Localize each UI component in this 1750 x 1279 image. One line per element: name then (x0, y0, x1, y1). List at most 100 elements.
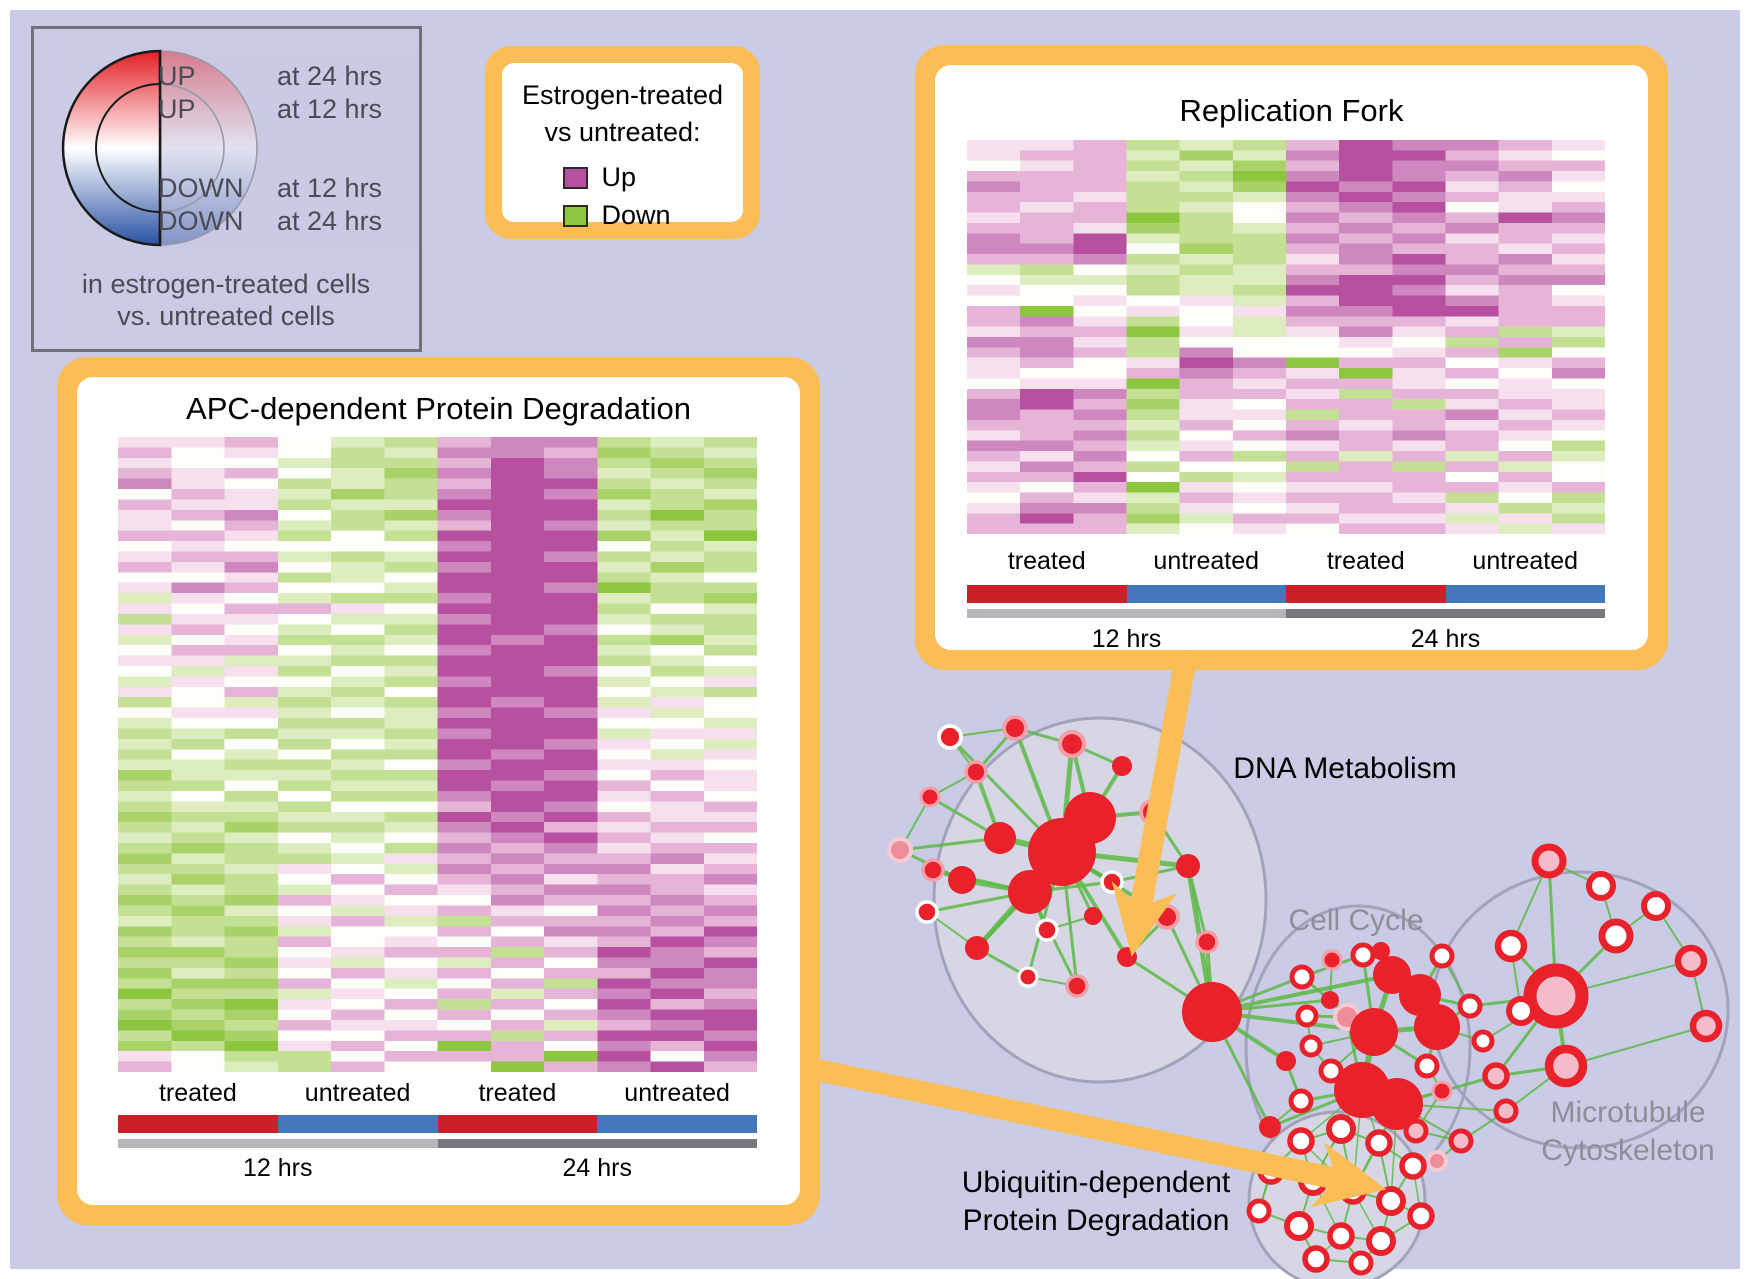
network-node (1064, 792, 1116, 844)
network-node (937, 724, 963, 750)
network-node (1259, 1116, 1281, 1138)
network-node (1246, 1198, 1272, 1224)
network-node (1366, 1226, 1396, 1256)
network-node (965, 936, 989, 960)
network-node (1195, 930, 1219, 954)
network-node (1531, 843, 1567, 879)
network-node (1348, 1250, 1374, 1276)
treated-bar (1286, 585, 1446, 603)
network-node (1457, 993, 1483, 1019)
network-node (1284, 1211, 1314, 1241)
apc-heatmap-panel: APC-dependent Protein Degradation treate… (57, 357, 820, 1225)
network-node (1057, 729, 1087, 759)
rf-group-labels: treated untreated treated untreated (967, 547, 1605, 576)
network-node (1299, 1034, 1323, 1058)
network-node (1084, 907, 1102, 925)
apc-label-12hrs: 12 hrs (243, 1154, 313, 1182)
decoder-time-0: at 24 hrs (277, 61, 382, 91)
apc-group-label-treated-24: treated (478, 1079, 557, 1107)
network-node (1586, 871, 1616, 901)
cluster-label-ubiquitin-dependent-protein-degradation: Protein Degradation (963, 1204, 1230, 1237)
rf-label-12hrs: 12 hrs (1091, 625, 1162, 653)
network-node (1318, 1058, 1344, 1084)
network-node (1350, 942, 1376, 968)
cluster-label-microtubule-cytoskeleton: Microtubule (1550, 1096, 1705, 1129)
network-node (1471, 1029, 1495, 1053)
network-node (1321, 949, 1343, 971)
network-node (1350, 1008, 1398, 1056)
network-node (1414, 1004, 1460, 1050)
decoder-labels: UP at 24 hrs UP at 12 hrs DOWN at 12 hrs… (82, 61, 382, 331)
rf-time-bars (967, 609, 1605, 618)
network-node (1493, 1098, 1519, 1124)
up-label: Up (601, 162, 637, 192)
treated-bar (118, 1115, 278, 1133)
network-node (1494, 929, 1528, 963)
treated-bar (967, 585, 1127, 603)
hm-rf-cells (967, 140, 1606, 535)
rf-group-label-treated-24: treated (1326, 547, 1405, 575)
network-node (921, 858, 945, 882)
apc-condition-bars (118, 1115, 757, 1133)
rf-time-labels: 12 hrs 24 hrs (967, 625, 1605, 654)
network-node (887, 837, 913, 863)
cluster-label-ubiquitin-dependent-protein-degradation: Ubiquitin-dependent (962, 1166, 1231, 1199)
untreated-bar (1445, 585, 1605, 603)
network-node (1100, 870, 1124, 894)
decoder-dir-3: DOWN (158, 206, 243, 236)
hrs24-bar (437, 1139, 757, 1148)
network-node (1426, 1150, 1448, 1172)
rf-group-label-treated-12: treated (1007, 547, 1086, 575)
hm-apc-cells (118, 437, 758, 1073)
rf-condition-bars (967, 585, 1605, 603)
network-node (1117, 947, 1137, 967)
replication-fork-heatmap (967, 140, 1606, 535)
network-node (1017, 966, 1039, 988)
cluster-label-cell-cycle: Cell Cycle (1288, 904, 1423, 937)
estrogen-legend-body: Estrogen-treated vs untreated: Up Down (502, 63, 743, 230)
network-node (1287, 1127, 1315, 1155)
updown-decoder-legend: UP at 24 hrs UP at 12 hrs DOWN at 12 hrs… (31, 26, 422, 352)
arrow-replication-fork-to-dna-metabolism (1111, 650, 1198, 957)
network-node (1288, 1088, 1314, 1114)
untreated-bar (597, 1115, 757, 1133)
cluster-label-dna-metabolism: DNA Metabolism (1233, 752, 1456, 785)
network-node (1373, 956, 1411, 994)
network-node (964, 760, 988, 784)
network-node (1523, 963, 1589, 1029)
network-node (1176, 854, 1200, 878)
network-node (1399, 1152, 1427, 1180)
down-label: Down (601, 200, 671, 230)
hrs12-bar (967, 609, 1286, 618)
estrogen-legend-title-line2: vs untreated: (544, 117, 701, 147)
decoder-dir-0: UP (158, 61, 196, 91)
network-node (1372, 942, 1390, 960)
network-node (1326, 1114, 1356, 1144)
decoder-dir-1: UP (158, 94, 196, 124)
estrogen-legend-title-line1: Estrogen-treated (521, 80, 724, 110)
decoder-dir-2: DOWN (158, 173, 243, 203)
legend-item-up: Up (562, 162, 637, 193)
decoder-footer-line1: in estrogen-treated cells (82, 269, 370, 299)
network-node (1302, 1245, 1330, 1273)
decoder-footer-line2: vs. untreated cells (117, 301, 335, 331)
apc-group-label-treated-12: treated (158, 1079, 237, 1107)
network-node (915, 900, 939, 924)
hrs12-bar (118, 1139, 438, 1148)
decoder-time-2: at 12 hrs (277, 173, 382, 203)
network-node (1403, 1118, 1429, 1144)
network-node (1598, 918, 1634, 954)
up-color-swatch (562, 166, 588, 189)
apc-group-labels: treated untreated treated untreated (118, 1079, 757, 1108)
network-node (1112, 756, 1132, 776)
apc-group-label-untreated-24: untreated (624, 1079, 730, 1107)
network-node (1431, 1080, 1453, 1102)
network-node (984, 822, 1016, 854)
network-node (1544, 1044, 1588, 1088)
network-node (1289, 964, 1315, 990)
apc-heatmap (118, 437, 758, 1073)
network-node (1429, 943, 1455, 969)
untreated-bar (277, 1115, 438, 1133)
network-node (1674, 944, 1708, 978)
cluster-label-microtubule-cytoskeleton: Cytoskeleton (1541, 1134, 1714, 1167)
